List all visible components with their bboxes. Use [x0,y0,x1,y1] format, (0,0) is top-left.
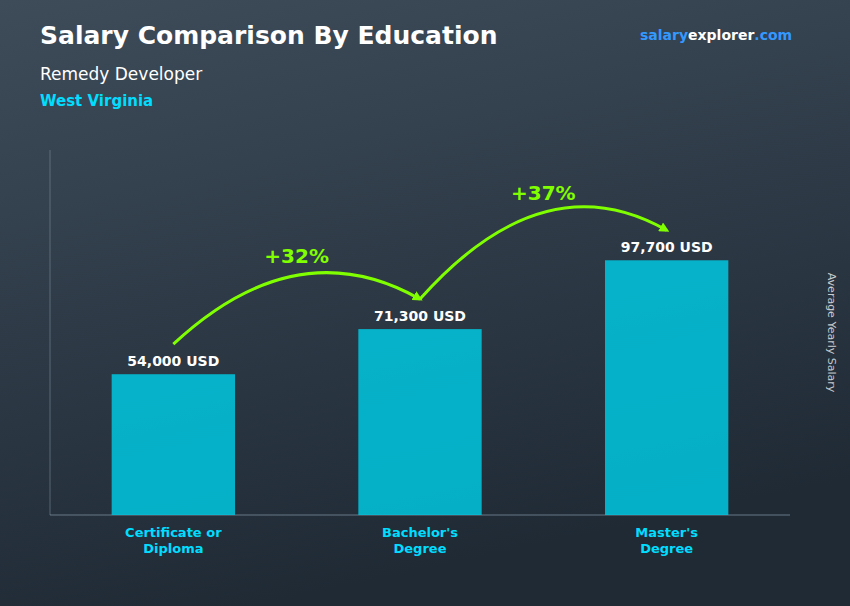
tick-line: Degree [394,541,447,556]
tick-line: Diploma [143,541,203,556]
source: .com [754,27,792,43]
source: explorer [688,27,754,43]
bar [358,329,481,515]
annotation: +32% [264,244,329,268]
bar [605,260,728,515]
chart: Salary Comparison By Education Remedy Dev… [0,0,850,606]
change-arrow [173,273,420,345]
data-label: 54,000 USD [127,353,219,369]
tick-line: Degree [640,541,693,556]
data-label: 97,700 USD [621,239,713,255]
change-arrow [420,207,667,299]
bar [112,374,235,515]
x-tick-label: Certificate orDiploma [125,525,222,556]
y-axis-label: Average Yearly Salary [825,273,838,393]
tick-line: Certificate or [125,525,222,540]
source: salary [640,27,688,43]
x-tick-label: Master'sDegree [635,525,698,556]
x-tick-label: Bachelor'sDegree [382,525,458,556]
tick-line: Master's [635,525,698,540]
subtitle: Remedy Developer [40,64,202,84]
data-label: 71,300 USD [374,308,466,324]
y-axis-line [50,150,51,515]
background [0,0,850,606]
title: Salary Comparison By Education [40,21,497,50]
location: West Virginia [40,92,153,110]
tick-line: Bachelor's [382,525,458,540]
annotation: +37% [511,181,576,205]
